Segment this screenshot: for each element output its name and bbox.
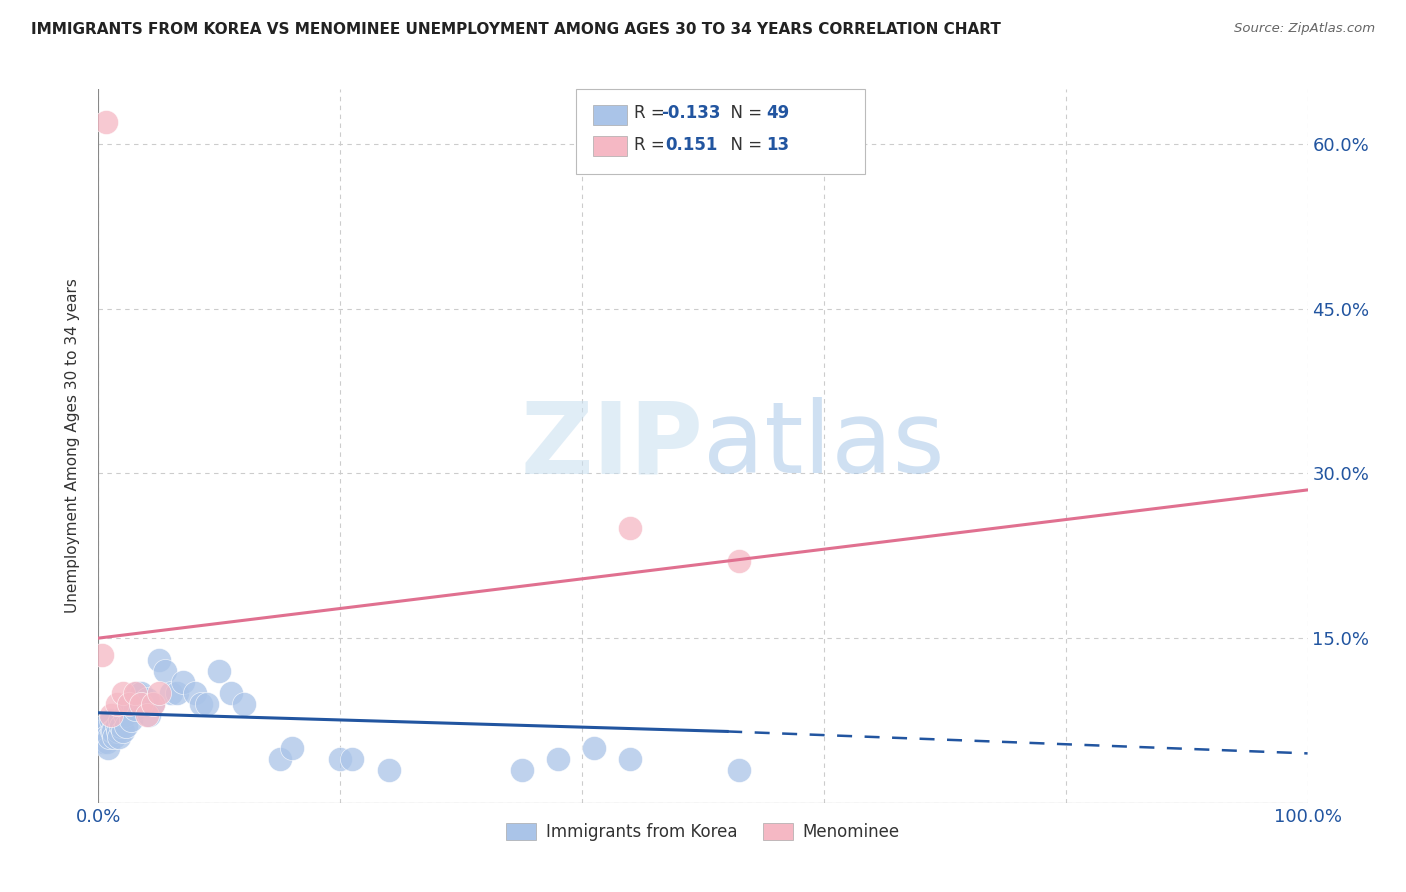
Point [93,719,115,733]
Point [160,686,183,700]
Point [269,752,291,766]
Point [96,735,118,749]
Point [105,697,128,711]
Point [107,724,129,739]
Point [232,697,254,711]
Point [108,730,131,744]
Point [100,724,122,739]
Point [142,697,165,711]
Point [129,686,152,700]
Point [166,686,188,700]
Point [115,719,138,733]
Point [619,521,641,535]
Text: ZIP: ZIP [520,398,703,494]
Point [728,554,751,568]
Point [208,664,231,678]
Legend: Immigrants from Korea, Menominee: Immigrants from Korea, Menominee [499,816,907,848]
Point [129,697,152,711]
Point [91,735,114,749]
Point [118,697,141,711]
Point [114,708,136,723]
Point [110,719,132,733]
Point [190,697,212,711]
Text: N =: N = [720,104,768,122]
Point [148,653,170,667]
Point [195,697,218,711]
Point [94,730,117,744]
Text: IMMIGRANTS FROM KOREA VS MENOMINEE UNEMPLOYMENT AMONG AGES 30 TO 34 YEARS CORREL: IMMIGRANTS FROM KOREA VS MENOMINEE UNEMP… [31,22,1001,37]
Text: 49: 49 [766,104,790,122]
Point [98,730,121,744]
Point [101,724,124,739]
Point [97,740,120,755]
Text: 0.151: 0.151 [665,136,717,153]
Text: R =: R = [634,136,675,153]
Point [100,714,122,728]
Point [134,697,156,711]
Point [111,724,134,739]
Point [118,697,141,711]
Point [94,115,117,129]
Y-axis label: Unemployment Among Ages 30 to 34 years: Unemployment Among Ages 30 to 34 years [65,278,80,614]
Point [120,714,142,728]
Point [135,708,157,723]
Point [91,724,114,739]
Point [135,691,157,706]
Point [281,740,304,755]
Text: 13: 13 [766,136,789,153]
Point [619,752,641,766]
Point [547,752,569,766]
Point [138,708,160,723]
Point [583,740,606,755]
Point [111,686,134,700]
Point [184,686,207,700]
Point [124,686,146,700]
Point [124,702,146,716]
Point [342,752,364,766]
Point [103,730,125,744]
Point [221,686,243,700]
Text: atlas: atlas [703,398,945,494]
Point [172,675,194,690]
Text: R =: R = [634,104,671,122]
Text: -0.133: -0.133 [661,104,720,122]
Point [377,763,399,777]
Point [127,686,149,700]
Point [329,752,352,766]
Point [91,648,114,662]
Point [148,686,170,700]
Point [153,664,176,678]
Point [100,708,122,723]
Point [510,763,533,777]
Point [142,697,165,711]
Point [728,763,751,777]
Point [105,719,128,733]
Text: N =: N = [720,136,768,153]
Point [108,714,131,728]
Text: Source: ZipAtlas.com: Source: ZipAtlas.com [1234,22,1375,36]
